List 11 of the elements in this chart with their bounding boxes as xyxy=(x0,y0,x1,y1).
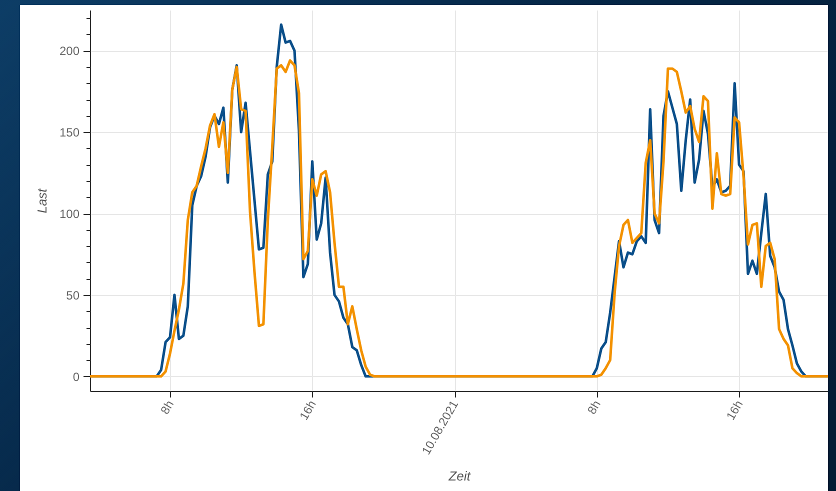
x-axis-title: Zeit xyxy=(448,468,472,484)
y-tick-label: 100 xyxy=(59,207,80,222)
y-tick-label: 150 xyxy=(59,126,80,140)
x-tick-label: 8h xyxy=(158,398,177,417)
x-tick-label: 8h xyxy=(584,398,604,417)
y-axis-title: Last xyxy=(34,187,50,214)
y-tick-label: 200 xyxy=(59,44,80,58)
y-tick-label: 50 xyxy=(66,288,80,302)
x-tick-label: 16h xyxy=(296,398,319,422)
x-tick-label: 16h xyxy=(724,398,746,422)
y-tick-label: 0 xyxy=(72,370,80,384)
